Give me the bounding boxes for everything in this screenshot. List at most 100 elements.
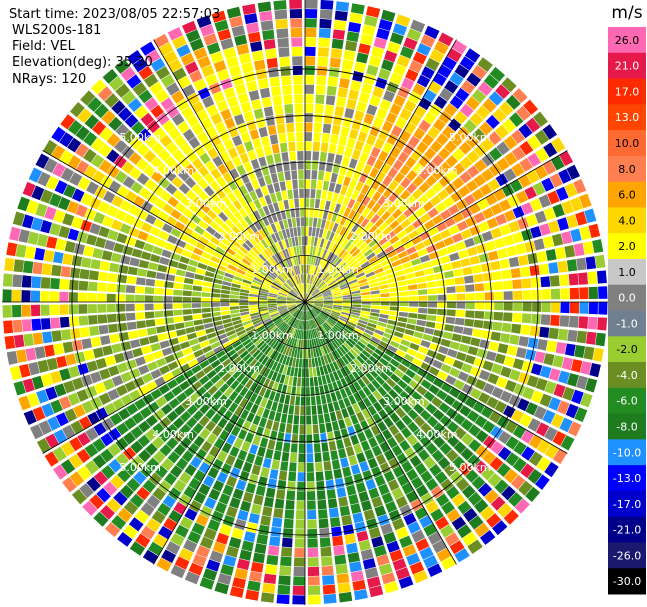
velocity-gate (231, 25, 246, 37)
velocity-gate (456, 220, 469, 232)
velocity-gate (293, 576, 305, 586)
ring-labels: 1.00km2.00km3.00km4.00km5.00km1.00km2.00… (119, 131, 490, 474)
velocity-gate (98, 324, 109, 335)
velocity-gate (208, 445, 220, 458)
field-text: Field: VEL (12, 39, 76, 54)
velocity-gate (296, 320, 301, 329)
velocity-gate (319, 366, 325, 376)
velocity-gate (271, 283, 281, 290)
velocity-gate (297, 368, 302, 378)
velocity-gate (325, 422, 333, 433)
velocity-gate (278, 354, 285, 364)
velocity-gate (143, 150, 157, 163)
velocity-gate (292, 376, 298, 387)
velocity-gate (307, 255, 310, 265)
velocity-gate (232, 135, 243, 147)
velocity-gate (524, 240, 536, 253)
velocity-gate (482, 207, 494, 220)
velocity-gate (261, 344, 270, 354)
velocity-gate (212, 283, 222, 289)
velocity-gate (405, 369, 416, 379)
velocity-gate (184, 243, 195, 252)
velocity-gate (413, 403, 425, 415)
velocity-gate (159, 340, 170, 349)
velocity-gate (388, 315, 398, 321)
velocity-gate (322, 290, 331, 295)
velocity-gate (81, 257, 92, 268)
velocity-gate (414, 242, 426, 251)
velocity-gate (269, 469, 279, 480)
velocity-gate (389, 549, 404, 562)
velocity-gate (150, 388, 163, 400)
velocity-gate (429, 49, 445, 63)
velocity-gate (427, 126, 440, 139)
velocity-gate (173, 309, 183, 316)
velocity-gate (59, 132, 74, 148)
velocity-gate (513, 441, 527, 456)
velocity-gate (466, 150, 480, 164)
velocity-gate (199, 428, 211, 440)
velocity-gate (491, 386, 504, 399)
velocity-gate (386, 437, 398, 449)
velocity-gate (239, 299, 249, 302)
velocity-gate (204, 350, 215, 359)
velocity-gate (512, 312, 522, 323)
velocity-gate (322, 403, 329, 414)
velocity-gate (364, 428, 374, 440)
velocity-gate (338, 357, 346, 367)
velocity-gate (575, 211, 588, 226)
velocity-gate (326, 319, 334, 327)
velocity-gate (329, 341, 336, 351)
velocity-gate (362, 143, 373, 155)
velocity-gate (284, 509, 295, 519)
velocity-gate (313, 208, 319, 218)
velocity-gate (306, 311, 309, 321)
velocity-gate (243, 193, 253, 204)
velocity-gate (126, 477, 141, 492)
velocity-gate (136, 209, 149, 221)
velocity-gate (305, 302, 314, 304)
velocity-gate (254, 384, 262, 395)
velocity-gate (351, 293, 361, 297)
velocity-gate (281, 152, 289, 162)
velocity-gate (560, 288, 570, 300)
velocity-gate (271, 315, 281, 321)
ring-label: 1.00km (317, 263, 359, 276)
velocity-gate (287, 294, 297, 299)
velocity-gate (433, 435, 446, 448)
velocity-gate (534, 129, 550, 145)
velocity-gate (343, 327, 353, 335)
velocity-gate (423, 523, 438, 537)
velocity-gate (460, 258, 471, 267)
velocity-gate (251, 503, 262, 515)
velocity-gate (178, 548, 194, 561)
velocity-gate (296, 386, 301, 397)
velocity-gate (321, 133, 330, 143)
velocity-gate (323, 304, 333, 307)
velocity-gate (357, 431, 367, 443)
velocity-gate (139, 464, 153, 478)
velocity-gate (383, 90, 396, 103)
velocity-gate (221, 442, 232, 454)
velocity-gate (319, 423, 326, 434)
velocity-gate (597, 317, 608, 331)
velocity-gate (386, 41, 401, 54)
velocity-gate (256, 256, 265, 264)
velocity-gate (194, 273, 205, 281)
velocity-gate (555, 247, 566, 260)
velocity-gate (59, 150, 74, 165)
velocity-gate (325, 262, 333, 272)
velocity-gate (571, 389, 584, 405)
velocity-gate (367, 457, 378, 469)
velocity-gate (282, 355, 288, 365)
velocity-gate (412, 51, 427, 65)
velocity-gate (375, 232, 385, 242)
velocity-gate (411, 236, 422, 245)
velocity-gate (466, 72, 482, 87)
velocity-gate (292, 328, 297, 338)
velocity-gate (311, 339, 315, 349)
velocity-gate (172, 417, 185, 429)
velocity-gate (262, 205, 271, 216)
velocity-gate (367, 382, 377, 393)
velocity-gate (276, 320, 284, 327)
